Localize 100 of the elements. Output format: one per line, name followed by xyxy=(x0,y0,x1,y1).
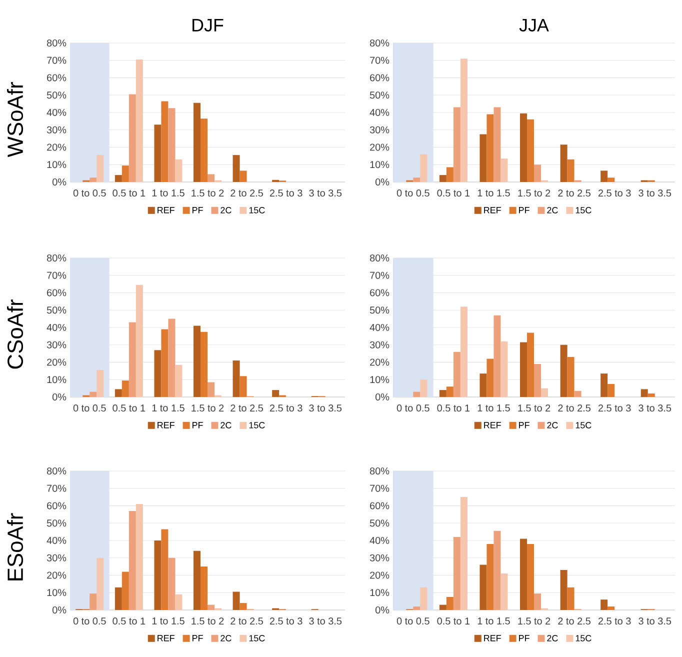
bar xyxy=(232,360,240,397)
bar xyxy=(161,529,168,610)
bar xyxy=(90,392,97,397)
bar xyxy=(600,170,608,182)
bar xyxy=(154,124,162,182)
y-tick-label: 40% xyxy=(370,324,390,332)
bar xyxy=(208,174,214,182)
y-axis-title: WSoAfr xyxy=(6,82,24,158)
bar xyxy=(161,329,168,397)
bar xyxy=(114,587,122,610)
bar xyxy=(136,59,143,182)
bar xyxy=(96,155,104,182)
x-tick-label: 0.5 to 1 xyxy=(112,404,146,412)
x-tick-label: 0 to 0.5 xyxy=(396,404,430,412)
bar xyxy=(114,175,122,182)
legend-label: PF xyxy=(519,422,530,428)
y-tick-label: 40% xyxy=(370,536,390,544)
bar xyxy=(136,504,143,610)
bar xyxy=(453,537,460,610)
bar xyxy=(567,587,574,610)
bar xyxy=(567,159,574,182)
bar xyxy=(527,119,534,182)
bar xyxy=(208,604,214,610)
y-tick-label: 40% xyxy=(46,108,66,116)
y-tick-label: 60% xyxy=(47,502,66,510)
y-tick-label: 0% xyxy=(375,393,390,401)
x-tick-label: 0 to 0.5 xyxy=(396,618,430,625)
bar xyxy=(480,564,487,610)
bar xyxy=(413,178,420,182)
chart-title: JJA xyxy=(519,18,549,32)
bar xyxy=(560,144,568,182)
legend-label: 2C xyxy=(547,635,558,642)
y-tick-label: 0% xyxy=(52,606,66,614)
x-tick-label: 2.5 to 3 xyxy=(598,618,631,625)
x-tick-label: 1 to 1.5 xyxy=(478,404,510,412)
x-tick-label: 1.5 to 2 xyxy=(192,618,224,625)
y-tick-label: 0% xyxy=(375,178,390,186)
y-tick-label: 20% xyxy=(47,358,66,366)
x-tick-label: 1.5 to 2 xyxy=(192,190,224,197)
x-tick-label: 0 to 0.5 xyxy=(73,190,106,197)
x-tick-label: 1 to 1.5 xyxy=(152,404,184,412)
bar xyxy=(527,332,534,397)
y-tick-label: 80% xyxy=(370,39,390,47)
bar xyxy=(90,178,97,182)
y-tick-label: 20% xyxy=(47,572,66,579)
bar xyxy=(560,570,568,610)
x-tick-label: 3 to 3.5 xyxy=(638,190,672,197)
legend-label: 15C xyxy=(576,422,592,428)
legend-label: 2C xyxy=(220,635,232,642)
bar xyxy=(446,596,454,610)
x-tick-label: 2 to 2.5 xyxy=(558,618,590,625)
bar xyxy=(96,558,104,610)
x-tick-label: 3 to 3.5 xyxy=(309,404,342,412)
bar xyxy=(194,102,200,182)
bar xyxy=(194,550,200,610)
y-tick-label: 70% xyxy=(47,484,66,492)
x-tick-label: 2 to 2.5 xyxy=(230,404,263,412)
y-tick-label: 60% xyxy=(370,502,390,510)
bar xyxy=(168,318,176,397)
x-tick-label: 0 to 0.5 xyxy=(73,404,106,412)
bar xyxy=(154,540,162,610)
y-tick-label: 80% xyxy=(46,467,66,475)
y-tick-label: 20% xyxy=(370,572,390,579)
y-axis-title: CSoAfr xyxy=(6,299,24,369)
bar xyxy=(154,350,162,397)
x-tick-label: 2 to 2.5 xyxy=(558,404,590,412)
bar xyxy=(494,315,501,397)
y-tick-label: 70% xyxy=(370,484,390,492)
legend-label: 15C xyxy=(249,422,265,428)
bar xyxy=(520,342,528,397)
y-tick-label: 40% xyxy=(46,324,66,332)
x-tick-label: 3 to 3.5 xyxy=(309,618,342,625)
bar xyxy=(600,600,608,610)
bar xyxy=(608,178,615,182)
y-tick-label: 10% xyxy=(370,376,390,384)
y-tick-label: 10% xyxy=(370,161,390,168)
y-tick-label: 30% xyxy=(370,554,390,562)
x-tick-label: 1.5 to 2 xyxy=(192,404,224,412)
y-axis-title: ESoAfr xyxy=(6,513,24,580)
x-tick-label: 2 to 2.5 xyxy=(230,618,263,625)
legend-label: REF xyxy=(484,635,501,642)
bar xyxy=(527,544,534,610)
bar xyxy=(600,374,608,397)
y-tick-label: 10% xyxy=(47,376,66,384)
bar xyxy=(128,322,136,397)
x-tick-label: 0.5 to 1 xyxy=(437,190,470,197)
bar xyxy=(648,394,655,397)
y-tick-label: 50% xyxy=(46,520,66,527)
x-tick-label: 2.5 to 3 xyxy=(598,190,631,197)
x-tick-label: 1.5 to 2 xyxy=(518,404,550,412)
bar xyxy=(200,332,208,397)
bar xyxy=(640,389,648,397)
bar xyxy=(494,530,501,610)
y-tick-label: 70% xyxy=(370,272,390,279)
legend-label: 2C xyxy=(547,207,558,214)
chart-title: DJF xyxy=(192,18,224,32)
bar xyxy=(413,392,420,397)
bar xyxy=(420,380,428,397)
bar xyxy=(541,388,548,397)
bar xyxy=(486,544,494,610)
